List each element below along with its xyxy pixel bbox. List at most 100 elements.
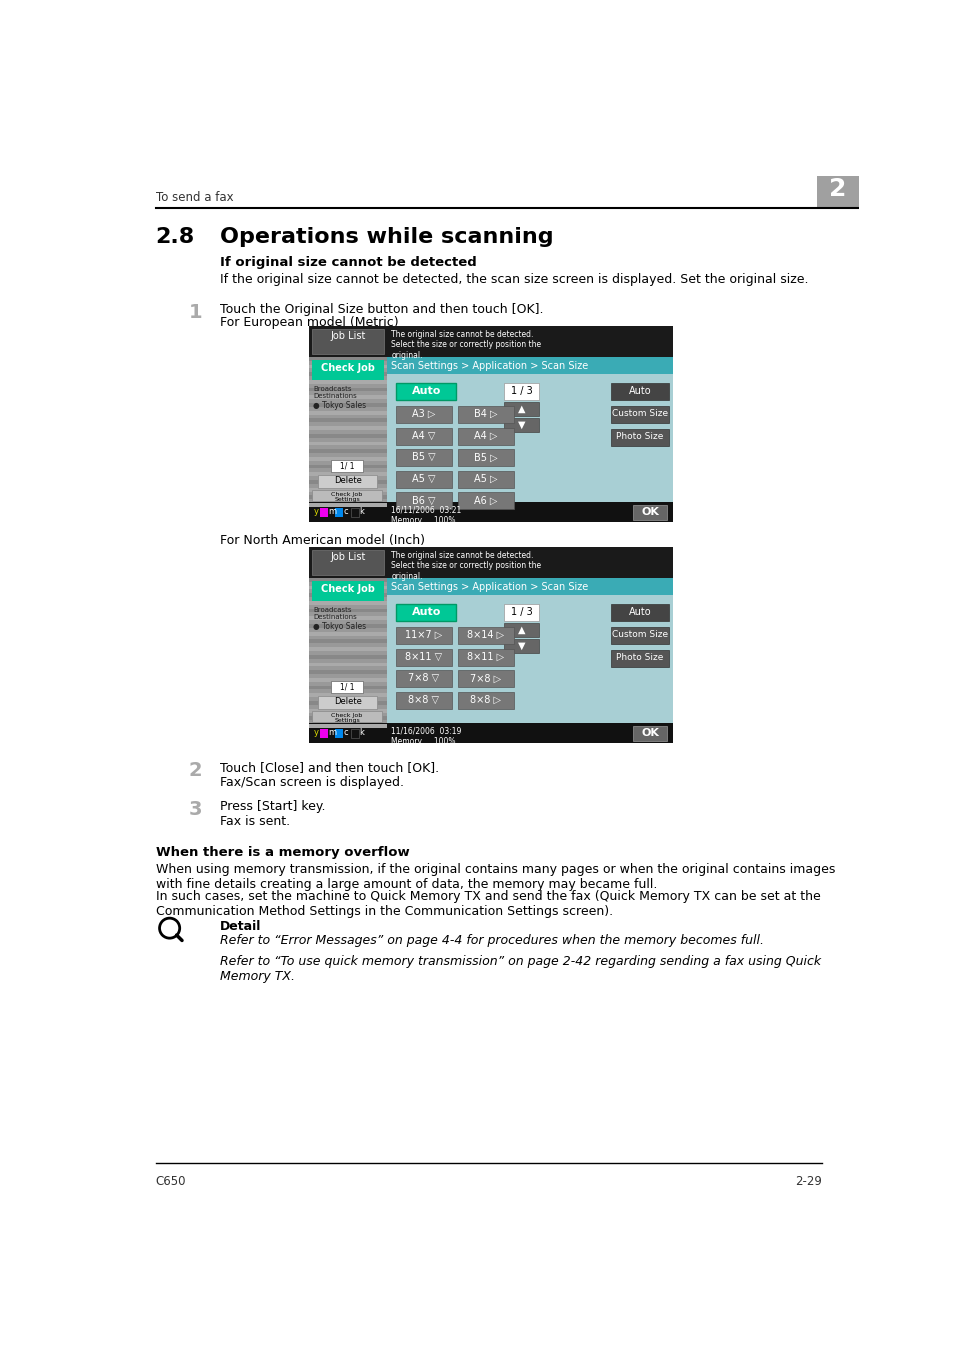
Text: Check Job
Settings: Check Job Settings xyxy=(331,713,362,724)
Text: Broadcasts
Destinations: Broadcasts Destinations xyxy=(313,608,356,620)
Text: 1 / 3: 1 / 3 xyxy=(510,386,532,396)
Text: Broadcasts
Destinations: Broadcasts Destinations xyxy=(313,386,356,400)
Text: c: c xyxy=(344,508,348,516)
Bar xyxy=(457,428,513,444)
Bar xyxy=(395,648,452,666)
Text: Photo Size: Photo Size xyxy=(616,653,663,663)
Bar xyxy=(309,694,386,697)
Text: OK: OK xyxy=(640,508,659,517)
Bar xyxy=(309,578,386,582)
Bar xyxy=(309,418,386,423)
Text: 2-29: 2-29 xyxy=(795,1174,821,1188)
Text: Auto: Auto xyxy=(628,608,651,617)
Text: Auto: Auto xyxy=(628,386,651,396)
Bar xyxy=(395,428,452,444)
Bar xyxy=(309,724,386,744)
Bar xyxy=(309,624,386,628)
Text: 8×11 ▷: 8×11 ▷ xyxy=(467,652,504,662)
Bar xyxy=(386,578,673,595)
Bar xyxy=(457,493,513,509)
Bar xyxy=(386,595,673,724)
Bar xyxy=(395,450,452,466)
Bar xyxy=(395,691,452,709)
Text: A4 ▽: A4 ▽ xyxy=(412,431,436,440)
Text: 11×7 ▷: 11×7 ▷ xyxy=(405,630,442,640)
Text: A6 ▷: A6 ▷ xyxy=(474,495,497,505)
Text: B4 ▷: B4 ▷ xyxy=(474,409,497,418)
Text: In such cases, set the machine to Quick Memory TX and send the fax (Quick Memory: In such cases, set the machine to Quick … xyxy=(155,891,820,918)
Bar xyxy=(309,433,386,437)
Text: A5 ▽: A5 ▽ xyxy=(412,474,436,483)
Bar xyxy=(504,624,538,637)
Bar xyxy=(611,383,668,400)
Bar xyxy=(318,475,376,489)
Text: If original size cannot be detected: If original size cannot be detected xyxy=(220,256,476,269)
Text: 8×11 ▽: 8×11 ▽ xyxy=(405,652,442,662)
Text: B5 ▽: B5 ▽ xyxy=(412,452,436,462)
Bar xyxy=(611,628,668,644)
Bar xyxy=(611,429,668,446)
Text: The original size cannot be detected.
Select the size or correctly position the
: The original size cannot be detected. Se… xyxy=(391,551,541,580)
Bar xyxy=(504,418,538,432)
Bar xyxy=(309,678,386,682)
Bar xyxy=(309,593,386,597)
Bar xyxy=(395,406,452,423)
Text: Touch the Original Size button and then touch [OK].: Touch the Original Size button and then … xyxy=(220,302,543,316)
Bar xyxy=(309,670,386,674)
Bar xyxy=(309,325,673,522)
Bar xyxy=(309,356,386,502)
Bar xyxy=(331,680,363,694)
Bar xyxy=(312,360,383,379)
Text: A5 ▷: A5 ▷ xyxy=(474,474,497,483)
Bar xyxy=(309,709,386,713)
Text: Scan Settings > Application > Scan Size: Scan Settings > Application > Scan Size xyxy=(391,582,588,591)
Bar xyxy=(309,632,386,636)
Text: OK: OK xyxy=(640,728,659,738)
Text: Refer to “To use quick memory transmission” on page 2-42 regarding sending a fax: Refer to “To use quick memory transmissi… xyxy=(220,954,821,983)
Bar xyxy=(386,502,673,522)
Bar xyxy=(309,456,386,460)
Text: m: m xyxy=(328,728,336,737)
Bar xyxy=(331,460,363,472)
Text: Job List: Job List xyxy=(330,552,365,563)
Bar xyxy=(309,663,386,667)
Bar xyxy=(457,406,513,423)
Bar xyxy=(395,670,452,687)
Bar xyxy=(395,383,456,400)
Bar xyxy=(309,487,386,491)
Text: A3 ▷: A3 ▷ xyxy=(412,409,436,418)
Bar xyxy=(309,640,386,643)
Bar xyxy=(309,441,386,446)
Text: Auto: Auto xyxy=(411,386,440,396)
Bar xyxy=(633,726,666,741)
Bar xyxy=(312,549,383,575)
Text: 2: 2 xyxy=(189,761,202,780)
Bar xyxy=(309,724,386,728)
Text: Job List: Job List xyxy=(330,331,365,342)
Text: Check Job
Settings: Check Job Settings xyxy=(331,491,362,502)
Text: ● Tokyo Sales: ● Tokyo Sales xyxy=(313,401,366,410)
Bar xyxy=(457,691,513,709)
Bar xyxy=(395,493,452,509)
Bar xyxy=(309,655,386,659)
Text: 1 / 3: 1 / 3 xyxy=(510,608,532,617)
Bar xyxy=(457,648,513,666)
Text: 8×14 ▷: 8×14 ▷ xyxy=(467,630,504,640)
Bar xyxy=(318,695,376,710)
Bar xyxy=(309,495,386,500)
Bar xyxy=(504,603,538,621)
Bar xyxy=(309,547,673,578)
Bar xyxy=(312,490,381,501)
Text: Fax/Scan screen is displayed.: Fax/Scan screen is displayed. xyxy=(220,776,403,790)
Bar xyxy=(312,580,383,601)
Bar xyxy=(309,504,386,508)
Text: c: c xyxy=(344,728,348,737)
Text: Auto: Auto xyxy=(411,608,440,617)
Text: Check Job: Check Job xyxy=(320,363,375,373)
Bar xyxy=(457,471,513,487)
Text: Delete: Delete xyxy=(334,697,361,706)
Text: ● Tokyo Sales: ● Tokyo Sales xyxy=(313,622,366,632)
Bar xyxy=(504,383,538,400)
Bar xyxy=(309,410,386,414)
Bar xyxy=(309,701,386,705)
